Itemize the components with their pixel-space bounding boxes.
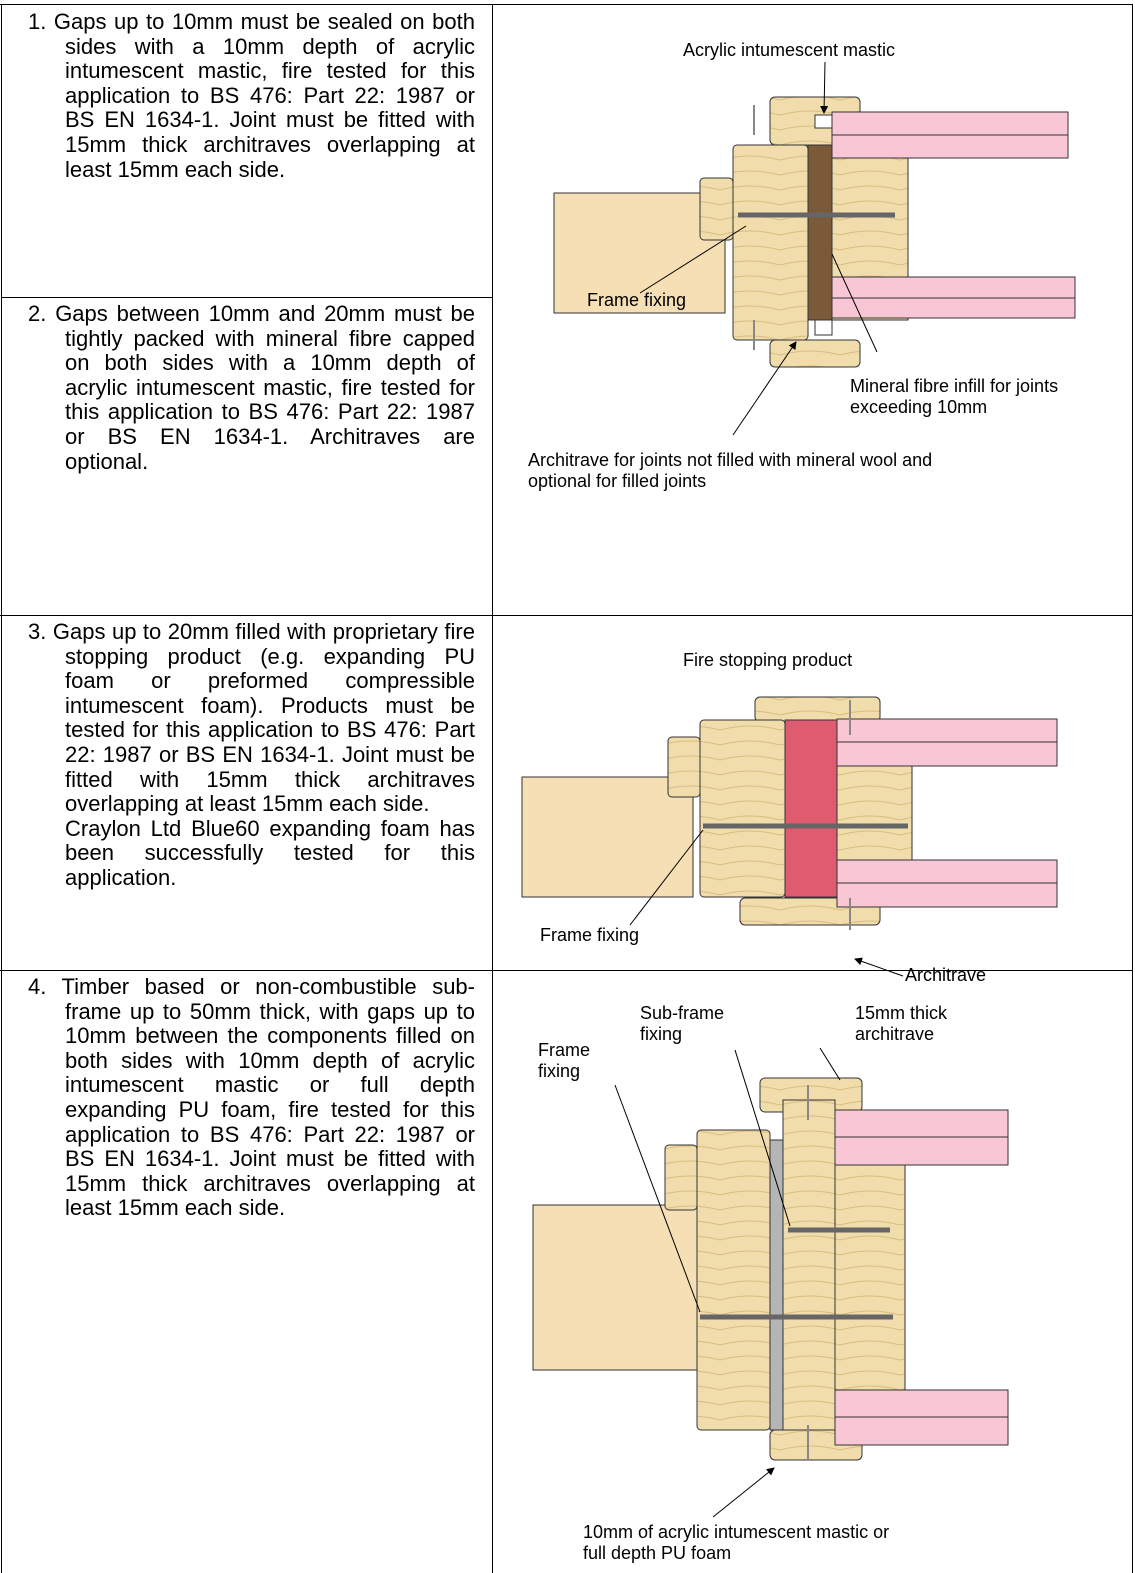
border bbox=[492, 4, 493, 1573]
item: 3. Gaps up to 20mm filled with proprieta… bbox=[28, 619, 475, 891]
item-number: 1. bbox=[28, 9, 47, 34]
item-text: Timber based or non-combustible sub-fram… bbox=[61, 974, 476, 1221]
diagram-label: 15mm thick architrave bbox=[855, 1003, 948, 1044]
item: 4. Timber based or non-combustible sub-f… bbox=[28, 974, 476, 1221]
diagram-2 bbox=[521, 696, 1058, 977]
border bbox=[1, 297, 492, 298]
diagram-label: Fire stopping product bbox=[683, 650, 853, 670]
diagram-label: Acrylic intumescent mastic bbox=[683, 40, 896, 60]
diagram-label: Frame fixing bbox=[540, 925, 640, 945]
item-text: Gaps up to 20mm filled with proprietary … bbox=[52, 619, 475, 817]
item-number: 2. bbox=[28, 301, 47, 326]
diagram-label: Architrave bbox=[905, 965, 987, 985]
diagram-label: Architrave for joints not filled with mi… bbox=[528, 450, 933, 491]
diagram-label: Mineral fibre infill for joints exceedin… bbox=[850, 376, 1059, 417]
diagram-3 bbox=[532, 1047, 1009, 1518]
diagram-label: Frame fixing bbox=[587, 290, 687, 310]
item-note: Craylon Ltd Blue60 expanding foam has be… bbox=[65, 815, 475, 890]
border bbox=[0, 4, 1133, 5]
item-number: 3. bbox=[28, 619, 47, 644]
border bbox=[1, 4, 2, 1573]
item: 1. Gaps up to 10mm must be sealed on bot… bbox=[28, 9, 475, 182]
diagram-1 bbox=[553, 61, 1076, 436]
item-text: Gaps between 10mm and 20mm must be tight… bbox=[55, 301, 475, 474]
border bbox=[0, 970, 1133, 971]
border bbox=[0, 615, 1133, 616]
diagram-label: 10mm of acrylic intumescent mastic or fu… bbox=[583, 1522, 890, 1563]
diagram-label: Frame fixing bbox=[538, 1040, 591, 1081]
diagram-label: Sub-frame fixing bbox=[640, 1003, 725, 1044]
border bbox=[1132, 4, 1133, 1573]
item-number: 4. bbox=[28, 974, 47, 999]
item-text: Gaps up to 10mm must be sealed on both s… bbox=[53, 9, 475, 182]
item: 2. Gaps between 10mm and 20mm must be ti… bbox=[28, 301, 475, 474]
